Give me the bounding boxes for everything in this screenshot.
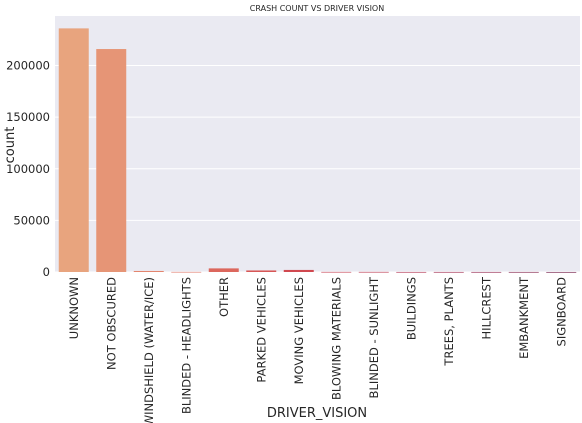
plot-background [55, 16, 580, 272]
y-tick-label: 150000 [6, 110, 50, 124]
y-tick-label: 0 [43, 265, 50, 279]
x-tick-label: UNKNOWN [67, 277, 81, 339]
x-tick-label: TREES, PLANTS [442, 277, 456, 367]
bar [96, 49, 127, 272]
x-tick-labels: UNKNOWN NOT OBSCURED WINDSHIELD (WATER/ICE… [67, 276, 569, 423]
bar [508, 271, 539, 273]
x-tick-label: NOT OBSCURED [104, 277, 118, 370]
bar [283, 269, 314, 272]
y-tick-label: 100000 [6, 162, 50, 176]
x-tick-label: HILLCREST [479, 276, 493, 339]
y-tick-labels: 0 50000 100000 150000 200000 [6, 59, 50, 279]
bar [58, 28, 89, 272]
bar [546, 271, 577, 273]
bar [171, 271, 202, 273]
x-tick-label: BLINDED - SUNLIGHT [367, 276, 381, 398]
bar [358, 271, 389, 273]
x-tick-label: MOVING VEHICLES [292, 277, 306, 384]
x-tick-label: EMBANKMENT [517, 276, 531, 359]
chart-title: CRASH COUNT VS DRIVER VISION [250, 4, 384, 13]
bar [208, 268, 239, 272]
x-tick-label: BLOWING MATERIALS [329, 277, 343, 400]
y-axis-label: count [3, 127, 18, 164]
bar [433, 271, 464, 273]
bars [58, 28, 577, 273]
bar [471, 271, 502, 273]
y-tick-label: 200000 [6, 59, 50, 73]
y-tick-label: 50000 [13, 213, 50, 227]
x-tick-label: OTHER [217, 277, 231, 317]
x-tick-label: BLINDED - HEADLIGHTS [179, 277, 193, 414]
x-tick-label: WINDSHIELD (WATER/ICE) [142, 277, 156, 423]
x-axis-label: DRIVER_VISION [267, 406, 367, 421]
bar [396, 271, 427, 273]
bar [321, 271, 352, 273]
x-tick-label: PARKED VEHICLES [254, 277, 268, 383]
x-tick-label: BUILDINGS [404, 277, 418, 340]
bar [133, 270, 164, 272]
x-tick-label: SIGNBOARD [554, 277, 568, 347]
bar [246, 270, 277, 272]
